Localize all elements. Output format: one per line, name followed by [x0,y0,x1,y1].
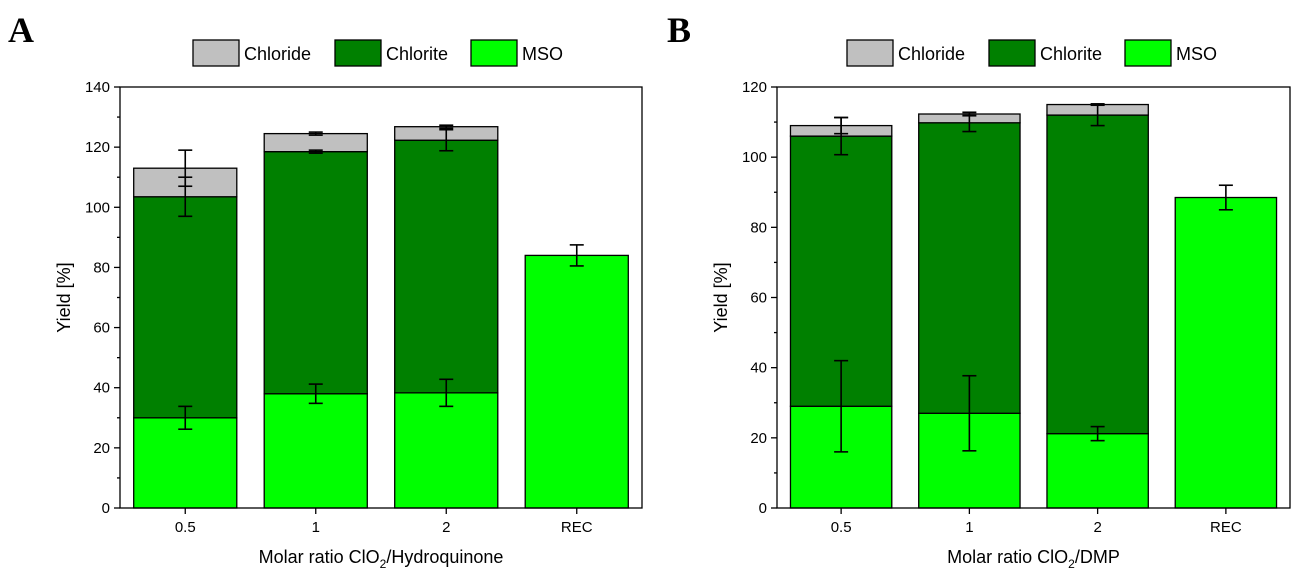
y-tick-label: 40 [93,380,110,397]
x-tick-label: 0.5 [831,519,852,536]
error-bar-mso [834,359,849,453]
error-bar-chlorite [308,149,323,154]
chart-panel-a: A 0 20 40 60 80 100 120 140 0.5 1 2 REC Yield [%] Mola… [8,10,643,571]
x-tick-label: 1 [965,519,973,536]
y-axis-title: Yield [%] [54,262,74,332]
y-tick-label: 80 [93,259,110,276]
bar-mso [263,393,368,509]
bar-chlorite [1046,114,1149,435]
legend: Chloride Chlorite MSO [192,39,563,67]
legend-label-mso: MSO [522,44,563,64]
error-bar-mso [178,405,193,431]
legend-label-chloride: Chloride [244,44,311,64]
bar-mso [1046,432,1149,509]
bar-chloride [263,132,368,153]
bar-chlorite [394,139,499,394]
bar-mso [394,392,499,509]
legend-swatch-mso [1124,39,1172,67]
y-tick-label: 60 [93,320,110,337]
legend-swatch-chlorite [988,39,1036,67]
y-tick-label: 40 [750,360,767,377]
error-bar-mso [1218,184,1233,211]
error-bar-chloride [178,149,193,188]
error-bar-mso [962,374,977,452]
chart-panel-b: B 0 20 40 60 80 100 120 0.5 1 2 REC Yield [%] Molar r… [667,10,1291,571]
x-axis-title: Molar ratio ClO2/DMP [947,547,1120,571]
error-bar-mso [439,378,454,408]
y-tick-label: 0 [102,500,110,517]
x-axis-title: Molar ratio ClO2/Hydroquinone [259,547,504,571]
y-tick-label: 0 [759,500,767,517]
legend-label-chloride: Chloride [898,44,965,64]
y-tick-label: 120 [85,139,110,156]
y-axis-title: Yield [%] [711,262,731,332]
error-bar-chloride [962,111,977,117]
bar-mso [133,417,238,509]
legend-swatch-chloride [192,39,240,67]
y-tick-label: 100 [85,199,110,216]
y-tick-label: 120 [742,79,767,96]
legend-swatch-mso [470,39,518,67]
legend-swatch-chlorite [334,39,382,67]
bar-chlorite [263,150,368,395]
error-bar-chloride [1090,103,1105,107]
error-bar-chloride [439,124,454,129]
bar-mso [1174,196,1278,509]
y-tick-label: 20 [750,430,767,447]
panel-letter: A [8,10,34,50]
legend-swatch-chloride [846,39,894,67]
bar-chlorite [133,196,238,419]
x-tick-label: REC [1210,519,1242,536]
error-bar-chloride [308,131,323,136]
error-bar-chlorite [439,128,454,152]
legend-label-chlorite: Chlorite [1040,44,1102,64]
y-tick-label: 80 [750,219,767,236]
x-tick-label: 1 [312,519,320,536]
error-bar-chloride [834,116,849,135]
y-tick-label: 140 [85,79,110,96]
bar-chlorite [918,122,1021,414]
x-tick-label: 2 [1093,519,1101,536]
panel-letter: B [667,10,691,50]
x-tick-label: REC [561,519,593,536]
bar-mso [524,254,629,509]
legend-label-mso: MSO [1176,44,1217,64]
x-tick-label: 0.5 [175,519,196,536]
error-bar-mso [569,244,584,267]
y-tick-label: 100 [742,149,767,166]
error-bar-mso [308,383,323,405]
x-tick-label: 2 [442,519,450,536]
legend-label-chlorite: Chlorite [386,44,448,64]
y-tick-label: 20 [93,440,110,457]
legend: Chloride Chlorite MSO [846,39,1217,67]
y-tick-label: 60 [750,290,767,307]
error-bar-mso [1090,425,1105,442]
